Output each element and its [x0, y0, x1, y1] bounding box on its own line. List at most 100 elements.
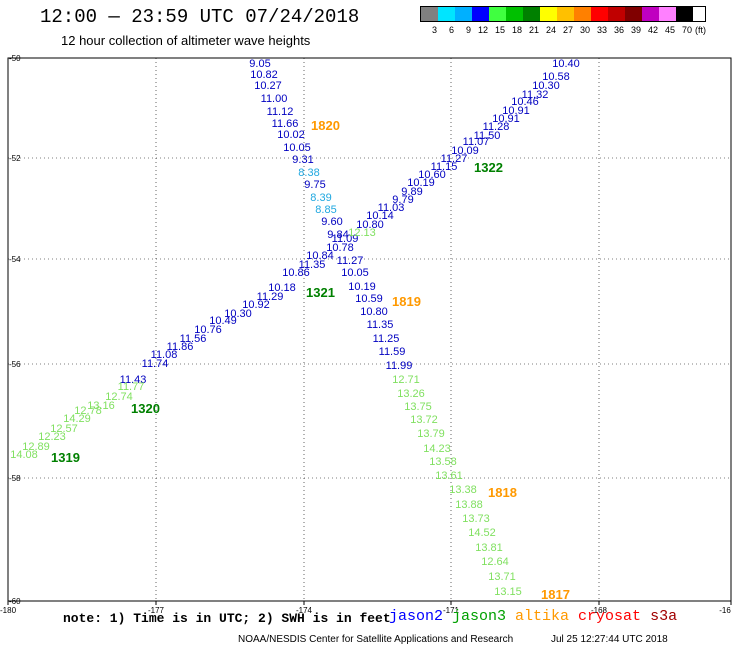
wave-height-value: 11.27	[441, 153, 468, 165]
legend-swatch	[438, 7, 455, 21]
wave-height-value: 11.86	[167, 341, 194, 353]
pass-number-label: 1817	[541, 587, 570, 602]
lat-tick-label: -54	[9, 255, 21, 264]
wave-height-value: 13.26	[397, 388, 425, 400]
wave-height-value: 9.31	[292, 154, 313, 166]
legend-tick: 42	[647, 25, 658, 35]
legend-tick: 15	[494, 25, 505, 35]
wave-height-value: 10.91	[502, 105, 530, 117]
satellite-name: jason3	[452, 608, 507, 625]
wave-height-value: 8.85	[315, 204, 336, 216]
wave-height-value: 11.00	[261, 93, 288, 105]
wave-height-value: 11.99	[386, 360, 413, 372]
legend-tick: 39	[630, 25, 641, 35]
generated-timestamp: Jul 25 12:27:44 UTC 2018	[551, 634, 668, 645]
page-subtitle: 12 hour collection of altimeter wave hei…	[61, 33, 311, 48]
wave-height-value: 11.35	[367, 319, 394, 331]
wave-height-value: 14.08	[10, 449, 38, 461]
color-legend: 3 6 9 12 15 18 21 24 27 30 33 36 39 42 45 70 (ft)	[420, 6, 706, 35]
page-title: 12:00 — 23:59 UTC 07/24/2018	[40, 6, 360, 28]
wave-height-value: 13.81	[475, 542, 503, 554]
legend-swatch	[472, 7, 489, 21]
wave-height-value: 10.46	[511, 96, 539, 108]
satellite-legend: jason2 jason3 altika cryosat s3a	[389, 608, 686, 625]
wave-height-value: 10.84	[306, 250, 334, 262]
wave-height-value: 12.23	[38, 431, 66, 443]
legend-swatch	[557, 7, 574, 21]
pass-number-label: 1819	[392, 294, 421, 309]
wave-height-value: 9.75	[304, 179, 325, 191]
wave-height-value: 10.02	[277, 129, 305, 141]
pass-number-label: 1820	[311, 118, 340, 133]
wave-height-value: 10.60	[418, 169, 446, 181]
pass-number-label: 1319	[51, 450, 80, 465]
legend-swatch	[506, 7, 523, 21]
lon-tick-label: -16	[719, 606, 731, 615]
wave-height-value: 11.25	[373, 333, 400, 345]
wave-height-value: 10.78	[326, 242, 354, 254]
legend-swatch	[523, 7, 540, 21]
legend-swatch	[421, 7, 438, 21]
pass-number-label: 1818	[488, 485, 517, 500]
legend-swatches	[420, 6, 706, 22]
wave-height-value: 12.13	[348, 227, 376, 239]
wave-height-value: 11.15	[431, 161, 458, 173]
lat-tick-label: -58	[9, 474, 21, 483]
legend-tick: 24	[545, 25, 556, 35]
pass-number-label: 1320	[131, 401, 160, 416]
satellite-name: cryosat	[578, 608, 642, 625]
legend-swatch	[574, 7, 591, 21]
wave-height-value: 10.27	[254, 80, 282, 92]
legend-swatch	[642, 7, 659, 21]
wave-height-value: 10.49	[209, 315, 237, 327]
pass-number-label: 1322	[474, 160, 503, 175]
wave-height-value: 11.08	[151, 349, 178, 361]
wave-height-value: 12.78	[74, 405, 102, 417]
wave-height-value: 10.18	[268, 282, 296, 294]
wave-height-value: 9.60	[321, 216, 342, 228]
wave-height-value: 14.52	[468, 527, 496, 539]
wave-height-value: 13.88	[455, 499, 483, 511]
wave-height-value: 10.58	[542, 71, 570, 83]
wave-height-value: 14.23	[423, 443, 451, 455]
wave-height-value: 13.61	[435, 470, 463, 482]
wave-height-value: 10.80	[360, 306, 388, 318]
wave-height-value: 13.73	[462, 513, 490, 525]
wave-height-value: 10.91	[492, 113, 520, 125]
legend-swatch	[676, 7, 693, 21]
wave-height-value: 8.38	[298, 167, 319, 179]
wave-height-value: 13.75	[404, 401, 432, 413]
lon-tick-label: -177	[148, 606, 165, 615]
wave-height-value: 11.35	[299, 259, 326, 271]
legend-swatch	[625, 7, 642, 21]
wave-height-value: 13.16	[87, 400, 115, 412]
wave-height-value: 10.86	[282, 267, 310, 279]
wave-height-value: 9.84	[327, 229, 348, 241]
lat-tick-label: -60	[9, 597, 21, 606]
legend-ticks: 3 6 9 12 15 18 21 24 27 30 33 36 39 42 45 70 (ft)	[420, 25, 706, 35]
lat-tick-label: -56	[9, 360, 21, 369]
legend-tick: 27	[562, 25, 573, 35]
wave-height-value: 10.82	[250, 69, 278, 81]
wave-height-value: 10.40	[552, 58, 580, 70]
legend-tick: 33	[596, 25, 607, 35]
lat-tick-label: -52	[9, 154, 21, 163]
wave-height-value: 12.89	[22, 441, 50, 453]
wave-height-value: 13.79	[417, 428, 445, 440]
lon-tick-label: -171	[443, 606, 460, 615]
legend-tick: 70	[681, 25, 692, 35]
wave-height-value: 10.30	[224, 308, 252, 320]
satellite-name: jason2	[389, 608, 444, 625]
footer-note: note: 1) Time is in UTC; 2) SWH is in fe…	[63, 611, 391, 626]
legend-tick: 12	[477, 25, 488, 35]
wave-height-value: 10.92	[242, 299, 270, 311]
wave-height-value: 11.09	[332, 233, 359, 245]
wave-height-value: 11.03	[378, 202, 405, 214]
legend-tick: 36	[613, 25, 624, 35]
wave-height-value: 13.72	[410, 414, 438, 426]
wave-height-value: 12.71	[392, 374, 420, 386]
map-frame	[7, 57, 732, 602]
lon-tick-label: -174	[296, 606, 313, 615]
wave-height-value: 13.58	[429, 456, 457, 468]
